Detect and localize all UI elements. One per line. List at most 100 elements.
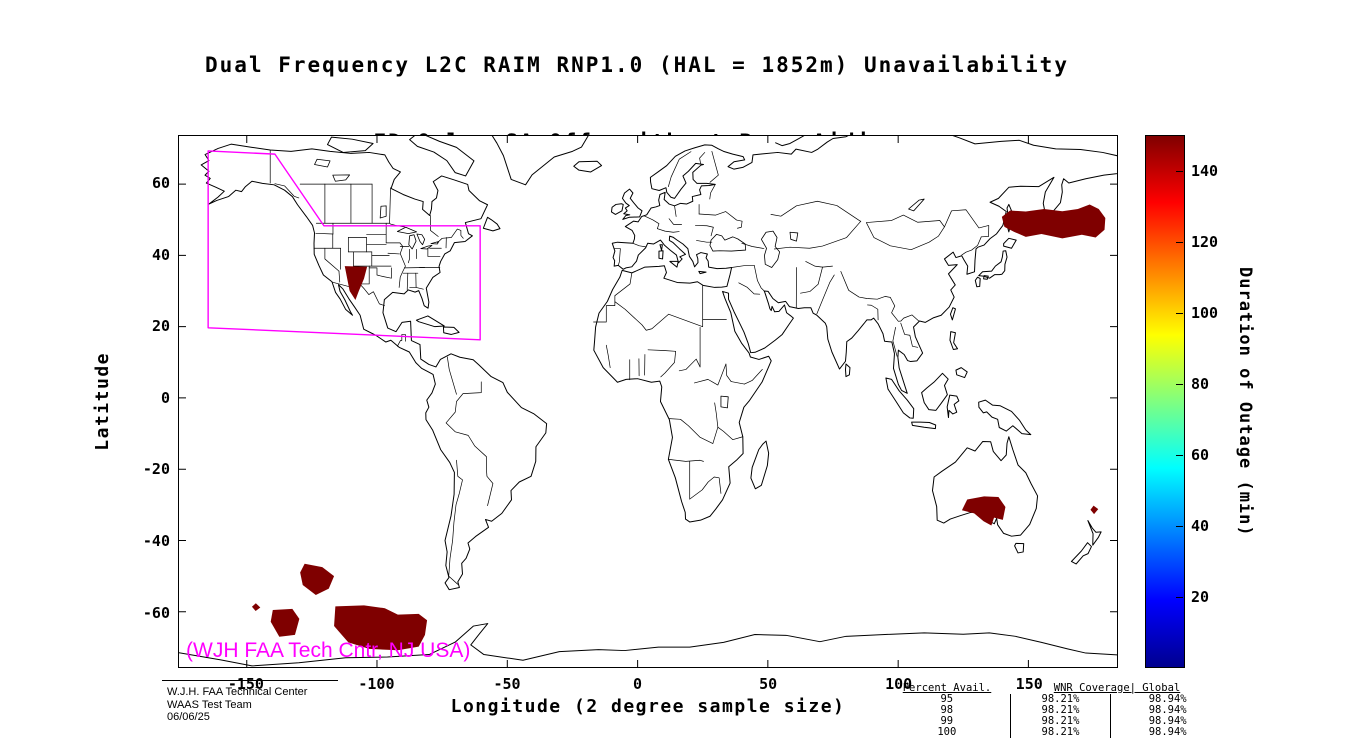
country-border-path [274, 183, 300, 199]
country-border-path [359, 265, 370, 285]
coastline-path [921, 372, 949, 411]
country-border-path [696, 240, 713, 243]
country-border-path [668, 151, 692, 187]
coastline-path [659, 244, 663, 251]
lake-outline-path [908, 198, 925, 212]
country-border-path [324, 247, 340, 272]
coastline-path [1003, 237, 1017, 249]
colorbar-tick-mark [1176, 526, 1183, 527]
stats-table-row: 100 98.21% 98.94% [884, 727, 1224, 738]
x-axis-label: Longitude (2 degree sample size) [450, 696, 846, 717]
country-border-path [406, 272, 409, 290]
coastline-path [955, 367, 968, 379]
lake-outline-path [416, 233, 426, 246]
credits-divider [162, 680, 338, 681]
y-tick-label: 60 [151, 174, 170, 193]
country-border-path [840, 271, 891, 300]
title-line-1: Dual Frequency L2C RAIM RNP1.0 (HAL = 18… [205, 53, 1069, 77]
colorbar-tick-label: 140 [1191, 162, 1219, 180]
outage-region-northeast-asia-pacific [1001, 204, 1106, 239]
coastline-path [491, 136, 589, 186]
stats-cell: 98.21% [1009, 727, 1111, 738]
lake-outline-path [789, 231, 799, 242]
lake-outline-path [720, 395, 729, 409]
country-border-path [668, 218, 682, 225]
country-border-path [678, 358, 701, 372]
lake-outline-path [396, 226, 417, 235]
country-border-path [614, 272, 633, 297]
coastline-path [409, 136, 475, 177]
country-border-path [731, 265, 755, 268]
country-border-path [338, 270, 341, 283]
lake-outline-path [760, 230, 781, 268]
colorbar-tick-mark [1176, 171, 1183, 172]
stats-cell: 98.21% [1009, 705, 1111, 716]
colorbar-tick-label: 20 [1191, 588, 1210, 606]
country-border-path [744, 369, 763, 385]
country-border-path [714, 402, 719, 428]
coastline-path [442, 326, 460, 335]
x-tick-label: 50 [759, 675, 778, 693]
y-tick-label: 20 [151, 317, 170, 336]
credits-block: W.J.H. FAA Technical Center WAAS Test Te… [167, 686, 307, 724]
country-border-path [867, 304, 879, 321]
country-border-path [961, 236, 982, 256]
country-border-path [753, 265, 765, 292]
credits-line-2: WAAS Test Team [167, 698, 252, 711]
country-border-path [446, 356, 457, 395]
x-tick-label: -150 [227, 675, 264, 693]
country-border-path [647, 349, 676, 352]
plot-area: (WJH FAA Tech Cntr, NJ USA) [178, 135, 1118, 668]
colorbar-tick-mark [1176, 455, 1183, 456]
country-border-path [944, 209, 990, 238]
outage-region-south-pacific-mid [270, 608, 300, 637]
waas-coverage-boundary [207, 150, 481, 341]
country-border-path [614, 301, 669, 331]
availability-stats-table: Percent Avail. WNR Coverage| Global 95 98… [884, 683, 1224, 738]
coastline-path [949, 307, 956, 321]
country-border-path [593, 295, 616, 323]
country-border-path [694, 363, 727, 386]
lake-outline-path [420, 244, 433, 250]
coastline-path [978, 399, 1032, 436]
stats-table-row: 95 98.21% 98.94% [884, 694, 1224, 705]
country-border-path [717, 426, 744, 441]
country-border-path [409, 287, 424, 290]
coastline-path [946, 394, 960, 419]
country-border-path [900, 322, 919, 348]
x-tick-label: -50 [493, 675, 521, 693]
stats-cell: 99 [940, 715, 954, 727]
stats-cell: 98.21% [1009, 716, 1111, 727]
country-border-path [816, 274, 835, 315]
stats-header-coverage: WNR Coverage| Global [1053, 682, 1181, 694]
country-border-path [738, 282, 761, 295]
country-border-path [725, 363, 732, 382]
country-border-path [657, 228, 680, 233]
coastline-path [949, 331, 959, 350]
coastline-path [750, 440, 770, 490]
stats-cell: 98 [940, 704, 954, 716]
stats-cell: 95 [940, 693, 954, 705]
coastline-path [200, 143, 548, 591]
stats-cell: 98.94% [1110, 716, 1224, 727]
country-border-path [387, 252, 400, 255]
country-border-path [445, 381, 494, 506]
lake-outline-path [430, 241, 440, 245]
colorbar-tick-mark [1176, 597, 1183, 598]
coastline-path [669, 260, 679, 268]
lake-outline-path [709, 233, 747, 252]
coastline-path [885, 377, 915, 419]
country-border-path [698, 211, 743, 229]
x-tick-label: -100 [358, 675, 395, 693]
colorbar-tick-label: 120 [1191, 233, 1219, 251]
colorbar-tick-label: 100 [1191, 304, 1219, 322]
stats-cell: 98.94% [1110, 727, 1224, 738]
coastline-path [978, 250, 1008, 279]
coastline-path [621, 188, 643, 220]
country-border-path [668, 313, 704, 328]
stats-cell: 100 [937, 726, 957, 738]
stats-table-rows: 95 98.21% 98.94% 98 98.21% 98.94% 99 98.21% 98.9… [884, 694, 1224, 738]
colorbar-tick-label: 60 [1191, 446, 1210, 464]
country-border-path [892, 327, 898, 357]
colorbar [1145, 135, 1185, 668]
